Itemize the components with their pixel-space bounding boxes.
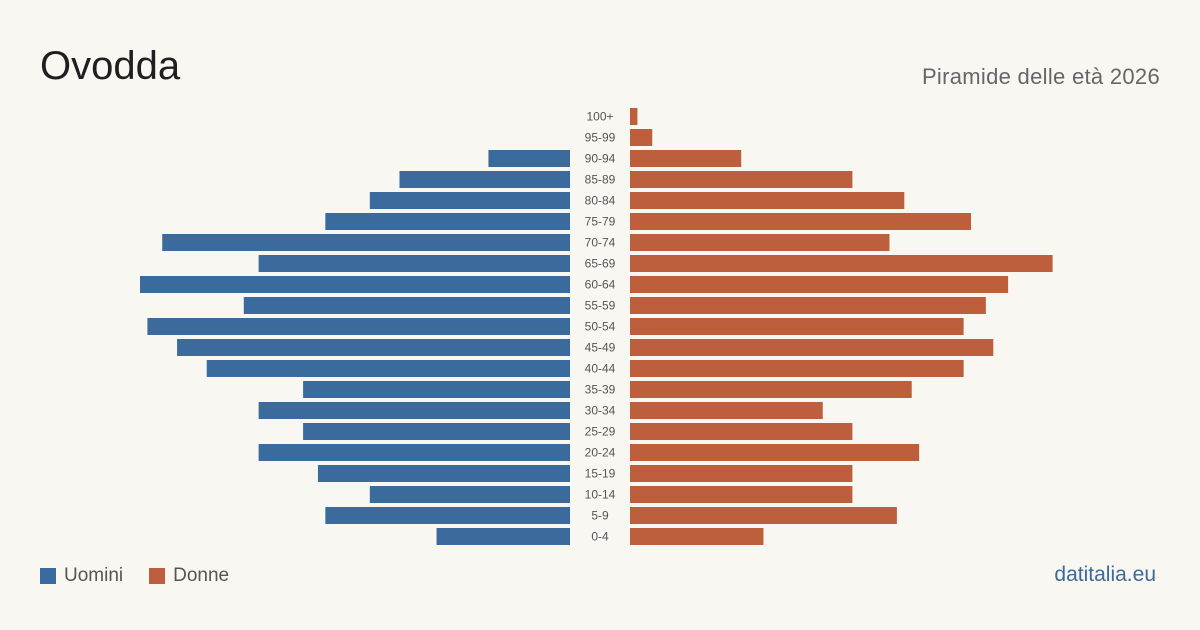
bar-women-85-89 xyxy=(630,171,853,188)
age-label-65-69: 65-69 xyxy=(585,257,616,271)
bar-women-55-59 xyxy=(630,297,986,314)
legend-item-men: Uomini xyxy=(40,565,123,587)
age-label-70-74: 70-74 xyxy=(585,236,616,250)
bar-men-45-49 xyxy=(177,339,570,356)
bar-men-80-84 xyxy=(369,192,570,209)
bar-men-70-74 xyxy=(162,234,570,251)
bar-men-0-4 xyxy=(436,528,570,545)
age-label-60-64: 60-64 xyxy=(585,278,616,292)
age-label-80-84: 80-84 xyxy=(585,194,616,208)
bar-men-50-54 xyxy=(147,318,570,335)
bar-women-30-34 xyxy=(630,402,823,419)
chart-title: Ovodda xyxy=(40,44,181,88)
bar-women-35-39 xyxy=(630,381,912,398)
bar-women-75-79 xyxy=(630,213,972,230)
bar-men-85-89 xyxy=(399,171,570,188)
bar-men-30-34 xyxy=(258,402,570,419)
legend-swatch-women xyxy=(149,568,166,584)
bar-women-5-9 xyxy=(630,507,897,524)
bar-men-60-64 xyxy=(140,276,570,293)
brand-link[interactable]: datitalia.eu xyxy=(1054,563,1156,586)
bar-women-15-19 xyxy=(630,465,853,482)
age-label-90-94: 90-94 xyxy=(585,152,616,166)
bar-women-70-74 xyxy=(630,234,890,251)
age-label-10-14: 10-14 xyxy=(585,488,616,502)
bar-women-45-49 xyxy=(630,339,994,356)
bar-men-65-69 xyxy=(258,255,570,272)
age-label-50-54: 50-54 xyxy=(585,320,616,334)
bar-men-75-79 xyxy=(325,213,570,230)
chart-legend: Uomini Donne xyxy=(40,565,255,587)
age-label-0-4: 0-4 xyxy=(591,530,609,544)
bar-women-100+ xyxy=(630,108,638,125)
bar-women-25-29 xyxy=(630,423,853,440)
bar-men-35-39 xyxy=(303,381,570,398)
bar-men-90-94 xyxy=(488,150,570,167)
age-label-5-9: 5-9 xyxy=(591,509,609,523)
bar-women-40-44 xyxy=(630,360,964,377)
bar-men-5-9 xyxy=(325,507,570,524)
age-label-25-29: 25-29 xyxy=(585,425,616,439)
chart-subtitle: Piramide delle età 2026 xyxy=(921,64,1160,89)
bar-women-20-24 xyxy=(630,444,920,461)
age-label-40-44: 40-44 xyxy=(585,362,616,376)
age-label-20-24: 20-24 xyxy=(585,446,616,460)
bar-women-90-94 xyxy=(630,150,742,167)
legend-label-women: Donne xyxy=(173,565,230,586)
bar-women-10-14 xyxy=(630,486,853,503)
age-label-35-39: 35-39 xyxy=(585,383,616,397)
bar-men-15-19 xyxy=(317,465,570,482)
age-label-15-19: 15-19 xyxy=(585,467,616,481)
legend-label-men: Uomini xyxy=(64,565,124,586)
legend-swatch-men xyxy=(40,568,56,584)
age-label-85-89: 85-89 xyxy=(585,173,616,187)
age-label-30-34: 30-34 xyxy=(585,404,616,418)
bar-women-95-99 xyxy=(630,129,653,146)
bar-men-10-14 xyxy=(369,486,570,503)
bar-women-50-54 xyxy=(630,318,964,335)
bar-men-25-29 xyxy=(303,423,570,440)
age-label-100+: 100+ xyxy=(586,110,613,124)
bar-women-65-69 xyxy=(630,255,1053,272)
bar-women-60-64 xyxy=(630,276,1009,293)
bar-women-80-84 xyxy=(630,192,905,209)
legend-item-women: Donne xyxy=(149,565,229,587)
age-label-55-59: 55-59 xyxy=(585,299,616,313)
bar-women-0-4 xyxy=(630,528,764,545)
age-label-45-49: 45-49 xyxy=(585,341,616,355)
bar-men-55-59 xyxy=(243,297,571,314)
age-label-95-99: 95-99 xyxy=(585,131,616,145)
bar-men-20-24 xyxy=(258,444,570,461)
age-label-75-79: 75-79 xyxy=(585,215,616,229)
bar-men-40-44 xyxy=(206,360,571,377)
